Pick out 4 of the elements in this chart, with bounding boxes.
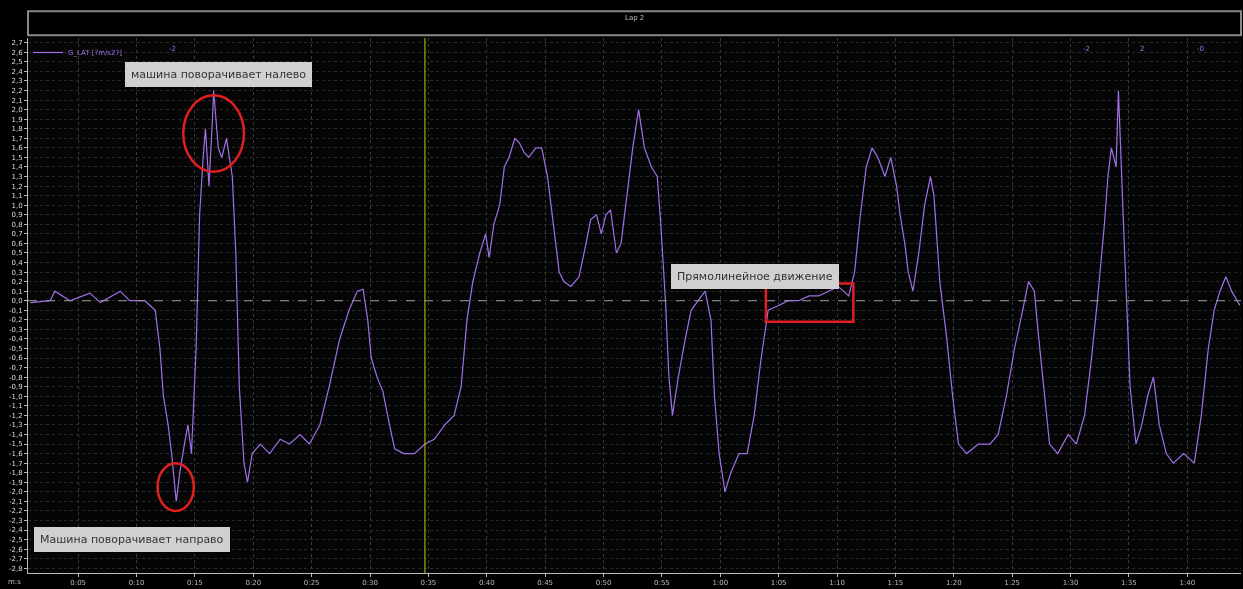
- annotation: Машина поворачивает направо: [40, 533, 224, 546]
- line-series: [29, 89, 1241, 502]
- annotation: машина поворачивает налево: [131, 68, 307, 81]
- annotation: Прямолинейное движение: [677, 270, 833, 283]
